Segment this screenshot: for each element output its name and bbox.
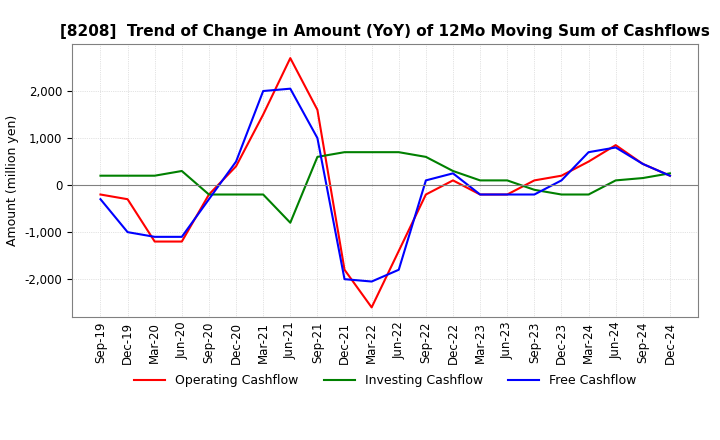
Investing Cashflow: [611, 178, 620, 183]
Investing Cashflow: [530, 187, 539, 192]
Operating Cashflow: [611, 143, 620, 148]
Free Cashflow: [421, 178, 430, 183]
Investing Cashflow: [313, 154, 322, 160]
Line: Investing Cashflow: Investing Cashflow: [101, 152, 670, 223]
Investing Cashflow: [557, 192, 566, 197]
Free Cashflow: [259, 88, 268, 94]
Legend: Operating Cashflow, Investing Cashflow, Free Cashflow: Operating Cashflow, Investing Cashflow, …: [129, 370, 642, 392]
Operating Cashflow: [286, 55, 294, 61]
Operating Cashflow: [665, 173, 674, 178]
Investing Cashflow: [421, 154, 430, 160]
Investing Cashflow: [665, 171, 674, 176]
Operating Cashflow: [313, 107, 322, 113]
Investing Cashflow: [395, 150, 403, 155]
Operating Cashflow: [421, 192, 430, 197]
Y-axis label: Amount (million yen): Amount (million yen): [6, 115, 19, 246]
Free Cashflow: [123, 230, 132, 235]
Operating Cashflow: [150, 239, 159, 244]
Investing Cashflow: [178, 169, 186, 174]
Investing Cashflow: [204, 192, 213, 197]
Investing Cashflow: [367, 150, 376, 155]
Investing Cashflow: [449, 169, 457, 174]
Operating Cashflow: [476, 192, 485, 197]
Free Cashflow: [639, 161, 647, 167]
Investing Cashflow: [639, 176, 647, 181]
Free Cashflow: [665, 173, 674, 178]
Free Cashflow: [584, 150, 593, 155]
Free Cashflow: [150, 234, 159, 239]
Investing Cashflow: [286, 220, 294, 225]
Free Cashflow: [341, 276, 349, 282]
Free Cashflow: [557, 178, 566, 183]
Operating Cashflow: [557, 173, 566, 178]
Free Cashflow: [313, 136, 322, 141]
Operating Cashflow: [259, 112, 268, 117]
Free Cashflow: [611, 145, 620, 150]
Investing Cashflow: [503, 178, 511, 183]
Operating Cashflow: [178, 239, 186, 244]
Free Cashflow: [286, 86, 294, 92]
Operating Cashflow: [639, 161, 647, 167]
Line: Operating Cashflow: Operating Cashflow: [101, 58, 670, 308]
Operating Cashflow: [584, 159, 593, 164]
Free Cashflow: [503, 192, 511, 197]
Operating Cashflow: [367, 305, 376, 310]
Investing Cashflow: [584, 192, 593, 197]
Free Cashflow: [395, 267, 403, 272]
Investing Cashflow: [96, 173, 105, 178]
Operating Cashflow: [96, 192, 105, 197]
Free Cashflow: [367, 279, 376, 284]
Free Cashflow: [449, 171, 457, 176]
Investing Cashflow: [259, 192, 268, 197]
Investing Cashflow: [150, 173, 159, 178]
Free Cashflow: [178, 234, 186, 239]
Investing Cashflow: [341, 150, 349, 155]
Free Cashflow: [530, 192, 539, 197]
Operating Cashflow: [503, 192, 511, 197]
Line: Free Cashflow: Free Cashflow: [101, 89, 670, 282]
Free Cashflow: [96, 197, 105, 202]
Operating Cashflow: [123, 197, 132, 202]
Investing Cashflow: [476, 178, 485, 183]
Operating Cashflow: [449, 178, 457, 183]
Title: [8208]  Trend of Change in Amount (YoY) of 12Mo Moving Sum of Cashflows: [8208] Trend of Change in Amount (YoY) o…: [60, 24, 710, 39]
Free Cashflow: [204, 197, 213, 202]
Operating Cashflow: [204, 192, 213, 197]
Investing Cashflow: [123, 173, 132, 178]
Operating Cashflow: [530, 178, 539, 183]
Operating Cashflow: [395, 248, 403, 253]
Free Cashflow: [476, 192, 485, 197]
Operating Cashflow: [341, 267, 349, 272]
Operating Cashflow: [232, 164, 240, 169]
Investing Cashflow: [232, 192, 240, 197]
Free Cashflow: [232, 159, 240, 164]
